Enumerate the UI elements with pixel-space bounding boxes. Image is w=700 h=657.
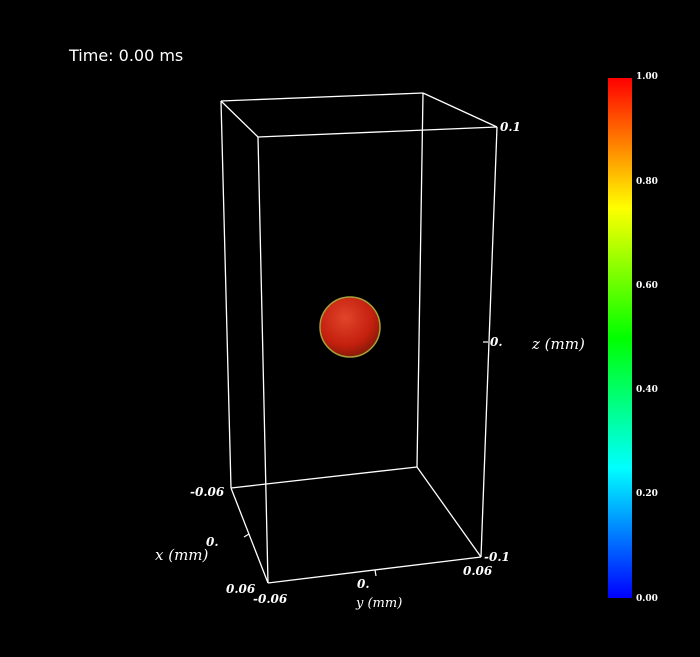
colorbar-tick-0.00: 0.00 bbox=[636, 594, 658, 604]
x-axis-title: x (mm) bbox=[155, 546, 209, 564]
colorbar-tick-0.20: 0.20 bbox=[636, 489, 658, 499]
box-edge-top-right bbox=[422, 92, 498, 128]
x-tick-min: -0.06 bbox=[190, 485, 225, 499]
z-tick-mid: 0. bbox=[490, 335, 503, 349]
z-tick-max: 0.1 bbox=[500, 120, 521, 134]
box-edge-top-back bbox=[220, 92, 424, 102]
y-axis-title: y (mm) bbox=[355, 596, 402, 611]
bounding-box bbox=[220, 92, 498, 584]
box-edge-vert-back bbox=[416, 92, 424, 468]
colorbar-tick-1.00: 1.00 bbox=[636, 72, 658, 82]
x-tick-mid: 0. bbox=[206, 535, 219, 549]
z-axis-title: z (mm) bbox=[531, 335, 585, 353]
colorbar: 1.00 0.80 0.60 0.40 0.20 0.00 bbox=[608, 72, 658, 604]
y-tick-max: 0.06 bbox=[463, 564, 493, 578]
box-edge-top-front bbox=[257, 126, 498, 138]
y-tick-mid: 0. bbox=[357, 577, 370, 591]
box-edge-vert-right-front bbox=[480, 126, 498, 558]
colorbar-tick-0.80: 0.80 bbox=[636, 177, 658, 187]
droplet-sphere bbox=[319, 296, 381, 358]
box-edge-vert-left-front bbox=[257, 136, 269, 584]
droplet bbox=[319, 296, 381, 358]
y-tick-min: -0.06 bbox=[253, 592, 288, 606]
box-edge-bottom-front bbox=[267, 556, 482, 584]
box-edge-vert-left-back bbox=[220, 100, 232, 489]
box-edge-bottom-left bbox=[230, 487, 269, 584]
colorbar-tick-0.60: 0.60 bbox=[636, 281, 658, 291]
time-readout: Time: 0.00 ms bbox=[69, 46, 184, 65]
colorbar-gradient bbox=[608, 78, 632, 598]
box-edge-top-left bbox=[220, 100, 259, 138]
x-tick-max: 0.06 bbox=[226, 582, 256, 596]
z-tick-min: -0.1 bbox=[484, 550, 510, 564]
tick-marks bbox=[243, 341, 488, 577]
box-edge-bottom-back bbox=[230, 466, 418, 489]
box-edge-bottom-right-back bbox=[416, 466, 482, 558]
colorbar-tick-0.40: 0.40 bbox=[636, 385, 658, 395]
